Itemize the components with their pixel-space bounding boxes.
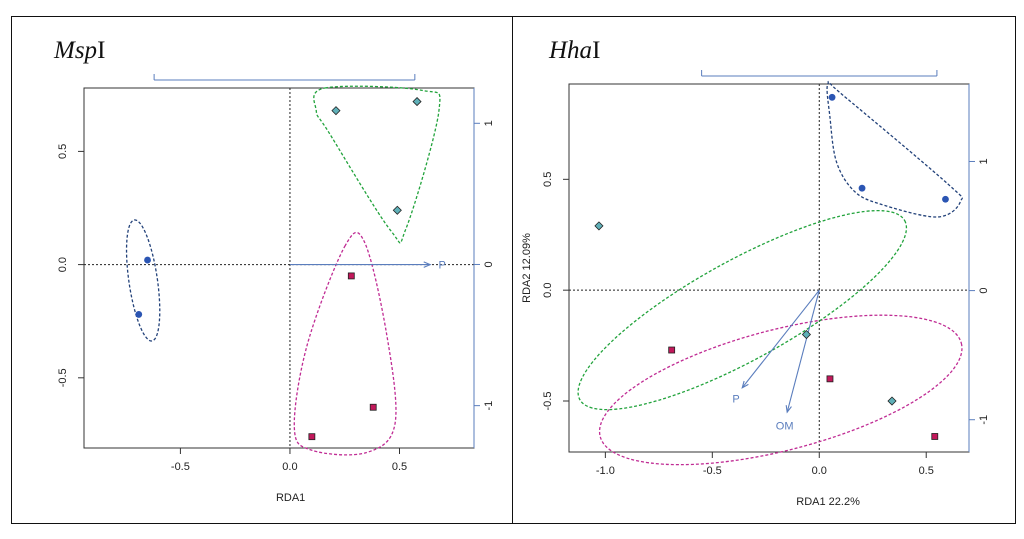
- hha-group3-point: [594, 221, 604, 231]
- hha-arrow-p: [741, 289, 820, 389]
- hha-plot-frame: [568, 83, 970, 453]
- msp-arrowhead-p: [423, 261, 432, 268]
- hha-right-axis-label: 1: [978, 158, 990, 164]
- msp-right-axis-label: 1: [483, 120, 495, 126]
- hha-x-tick-label: 0.5: [919, 465, 934, 477]
- hha-title: HhaI: [549, 37, 600, 65]
- msp-group3-point: [331, 106, 341, 116]
- msp-title: MspI: [54, 37, 105, 65]
- msp-x-tick-label: 0.0: [282, 461, 297, 473]
- hha-group3-point: [801, 329, 811, 340]
- hha-group2-ellipse: [598, 314, 963, 466]
- msp-y-tick-label: 0.5: [57, 144, 69, 159]
- hha-x-tick-label: -0.5: [703, 465, 722, 477]
- hha-y-tick-label: 0.5: [542, 172, 554, 187]
- msp-group1-ellipse: [125, 219, 161, 342]
- msp-group3-ellipse: [313, 85, 441, 244]
- msp-plot-frame: [83, 87, 475, 449]
- hha-right-axis-label: -1: [978, 415, 990, 425]
- hha-right-axis-label: 0: [978, 288, 990, 294]
- msp-title-rest: I: [97, 37, 106, 64]
- hha-chart: -1.0 -0.5 0.0 0.5 -0.5 0.0 0.5 -1 0 1 RDA1 22.2% RD…: [521, 70, 990, 508]
- hha-x-axis-label: RDA1 22.2%: [796, 496, 860, 508]
- hha-panel: HhaI: [512, 16, 1016, 524]
- msp-group1-point: [144, 256, 151, 264]
- msp-group2-ellipse: [293, 231, 397, 456]
- hha-title-rest: I: [592, 37, 601, 64]
- hha-group3-point: [887, 396, 897, 406]
- msp-arrow-label-p: P: [439, 260, 446, 272]
- msp-x-tick-label: 0.5: [392, 461, 407, 473]
- hha-group1-point: [942, 195, 949, 203]
- msp-y-tick-label: 0.0: [57, 257, 69, 272]
- hha-group2-point: [668, 346, 676, 354]
- hha-y-tick-label: -0.5: [542, 392, 554, 411]
- msp-x-tick-label: -0.5: [171, 461, 190, 473]
- hha-arrowhead-om: [785, 405, 792, 414]
- msp-right-axis-label: 0: [483, 261, 495, 267]
- hha-group2-point: [931, 433, 939, 440]
- hha-x-tick-label: 0.0: [812, 465, 827, 477]
- hha-group1-ellipse: [826, 80, 963, 218]
- msp-x-axis-label: RDA1: [276, 492, 305, 504]
- hha-group3-ellipse: [577, 209, 908, 411]
- hha-x-tick-label: -1.0: [596, 465, 615, 477]
- msp-chart: -0.5 0.0 0.5 -0.5 0.0 0.5 -1 0 1 RDA1 P: [57, 74, 495, 504]
- hha-title-italic: Hha: [549, 37, 593, 64]
- msp-group1-point: [135, 311, 143, 318]
- msp-group3-point: [412, 97, 422, 107]
- hha-group2-point: [826, 375, 834, 383]
- msp-right-axis-label: -1: [483, 401, 495, 411]
- msp-group2-point: [308, 433, 316, 441]
- hha-arrow-label-p: P: [732, 394, 739, 406]
- hha-arrow-label-om: OM: [776, 421, 794, 433]
- msp-group3-point: [392, 205, 402, 215]
- hha-y-axis-label: RDA2 12.09%: [521, 233, 533, 303]
- hha-y-tick-label: 0.0: [542, 283, 554, 298]
- msp-group2-point: [347, 272, 355, 280]
- hha-arrow-om: [786, 290, 820, 413]
- hha-arrowhead-p: [741, 380, 749, 389]
- msp-title-italic: Msp: [54, 37, 98, 64]
- hha-group1-point: [828, 93, 836, 101]
- msp-group2-point: [369, 403, 377, 411]
- msp-panel: MspI: [11, 16, 514, 524]
- hha-group1-point: [858, 184, 866, 192]
- msp-y-tick-label: -0.5: [57, 368, 69, 387]
